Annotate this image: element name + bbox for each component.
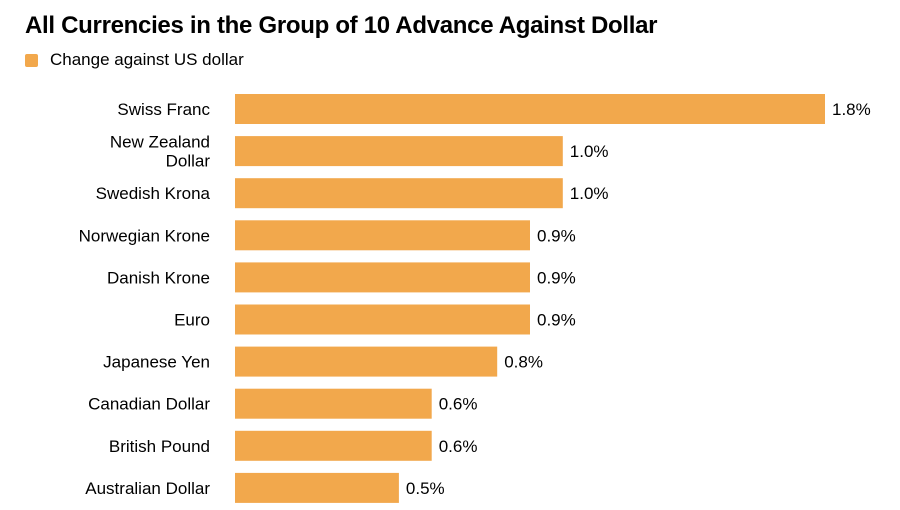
chart-legend: Change against US dollar [25, 50, 244, 70]
data-label: 0.8% [504, 353, 543, 372]
data-label: 0.9% [537, 268, 576, 287]
data-label: 0.9% [537, 311, 576, 330]
bar [235, 304, 530, 335]
bar [235, 388, 432, 419]
category-label: New Zealand Dollar [110, 133, 211, 171]
data-label: 0.5% [406, 479, 445, 498]
category-label: Norwegian Krone [79, 226, 210, 245]
bar [235, 178, 563, 209]
bar [235, 220, 530, 251]
bar [235, 472, 399, 503]
bar [235, 262, 530, 293]
legend-swatch [25, 53, 38, 67]
category-label: Swiss Franc [117, 100, 210, 119]
data-label: 0.6% [439, 437, 478, 456]
chart-title: All Currencies in the Group of 10 Advanc… [25, 12, 658, 39]
category-label: Japanese Yen [103, 353, 210, 372]
bar [235, 136, 563, 167]
bar [235, 430, 432, 461]
data-label: 1.8% [832, 100, 871, 119]
data-label: 1.0% [570, 142, 609, 161]
data-label: 1.0% [570, 184, 609, 203]
legend-label: Change against US dollar [50, 50, 244, 69]
bar [235, 346, 498, 377]
category-label: Australian Dollar [85, 479, 210, 498]
category-label: Canadian Dollar [88, 395, 210, 414]
category-label: British Pound [109, 437, 210, 456]
bar [235, 94, 825, 124]
data-label: 0.9% [537, 226, 576, 245]
data-label: 0.6% [439, 395, 478, 414]
category-label: Danish Krone [107, 268, 210, 287]
category-label: Euro [174, 311, 210, 330]
category-label: Swedish Krona [96, 184, 211, 203]
